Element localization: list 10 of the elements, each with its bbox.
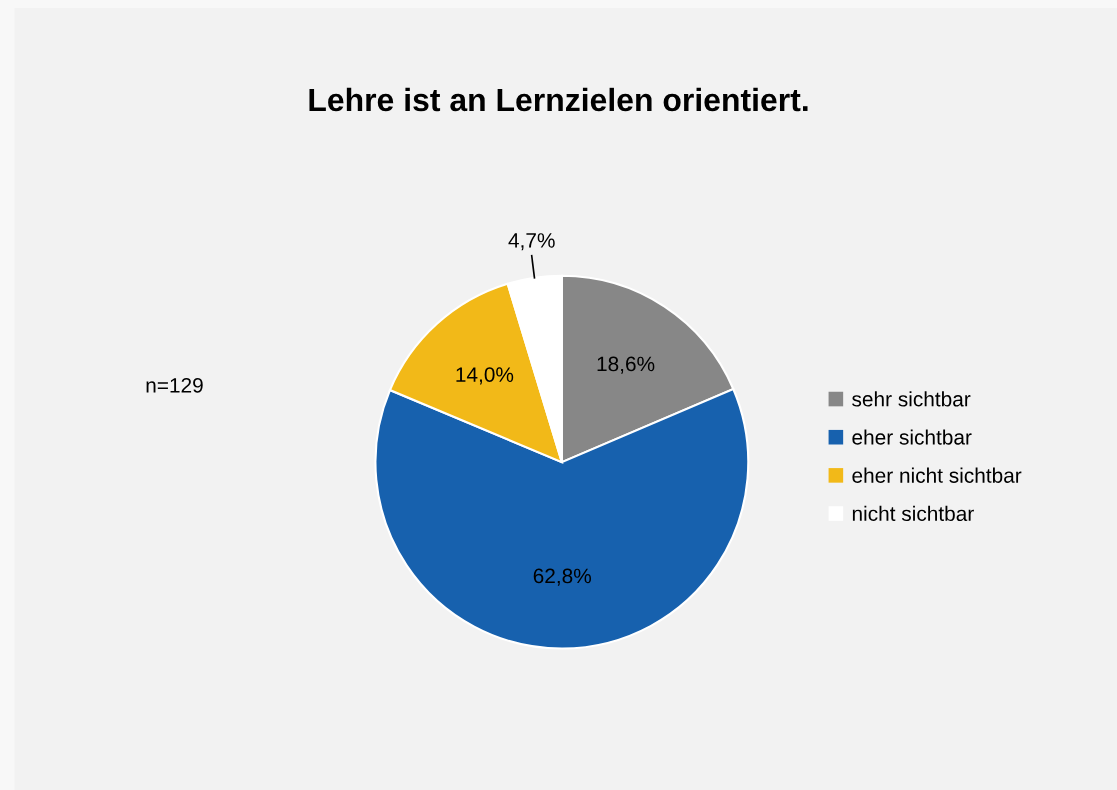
- data-label: 14,0%: [456, 367, 514, 385]
- legend-label: nicht sichtbar: [852, 505, 974, 522]
- legend-label: sehr sichtbar: [852, 391, 971, 407]
- chart-title: Lehre ist an Lernzielen orientiert.: [309, 87, 808, 112]
- text: n=129: [146, 377, 203, 393]
- data-label: 18,6%: [597, 356, 655, 374]
- data-label: 4,7%: [508, 233, 555, 251]
- legend-label: eher nicht sichtbar: [852, 467, 1022, 483]
- legend-label: eher sichtbar: [852, 429, 972, 445]
- data-label: 62,8%: [533, 568, 592, 586]
